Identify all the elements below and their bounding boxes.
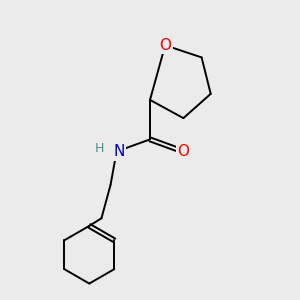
Text: N: N [113,144,125,159]
Text: O: O [177,144,189,159]
Text: H: H [94,142,104,155]
Text: O: O [159,38,171,53]
